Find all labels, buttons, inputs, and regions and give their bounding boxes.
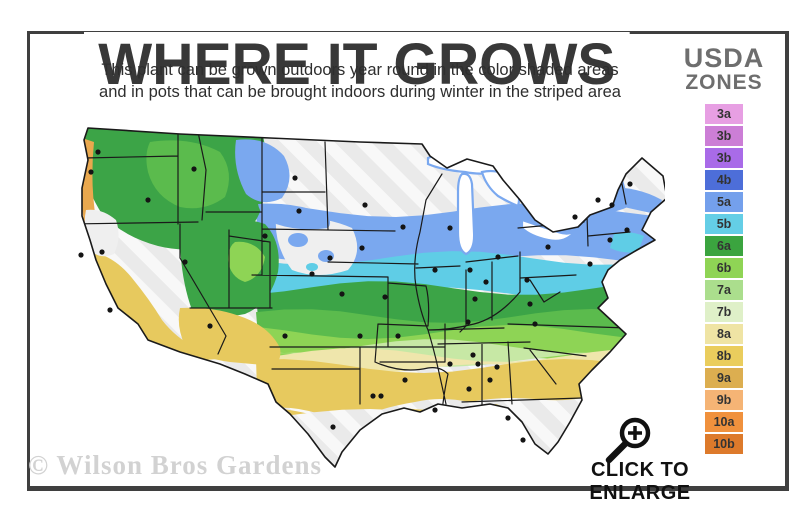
city-dot xyxy=(487,377,493,383)
norcal-white-pocket xyxy=(84,209,119,257)
city-dot xyxy=(483,279,489,285)
city-dot xyxy=(470,352,476,358)
city-dot xyxy=(95,149,101,155)
legend-swatch-9b: 9b xyxy=(705,390,743,410)
lake-michigan xyxy=(456,172,476,256)
city-dot xyxy=(207,323,213,329)
city-dot xyxy=(545,244,551,250)
city-dot xyxy=(191,166,197,172)
legend-swatch-4b: 4b xyxy=(705,170,743,190)
inland-northwest-green xyxy=(146,140,229,209)
page-title: WHERE IT GROWS xyxy=(84,31,630,96)
city-dot xyxy=(262,233,268,239)
usda-zone-map[interactable] xyxy=(30,112,668,478)
city-dot xyxy=(78,252,84,258)
city-dot xyxy=(527,301,533,307)
city-dot xyxy=(99,249,105,255)
maine-coast-blue-fringe xyxy=(620,188,662,214)
city-dot xyxy=(402,377,408,383)
rockies-white-pocket xyxy=(275,217,358,275)
city-dot xyxy=(505,415,511,421)
city-dot xyxy=(466,386,472,392)
legend-swatch-3b: 3b xyxy=(705,126,743,146)
legend-swatch-9a: 9a xyxy=(705,368,743,388)
city-dot xyxy=(520,437,526,443)
city-dot xyxy=(475,361,481,367)
legend-swatch-5a: 5a xyxy=(705,192,743,212)
city-dot xyxy=(532,321,538,327)
click-to-enlarge-label[interactable]: CLICK TO ENLARGE xyxy=(589,459,691,504)
city-dot xyxy=(467,267,473,273)
legend-swatch-7b: 7b xyxy=(705,302,743,322)
subtitle: This plant can be grown outdoors year ro… xyxy=(60,60,660,104)
city-dot xyxy=(292,175,298,181)
city-dot xyxy=(400,224,406,230)
city-dot xyxy=(624,227,630,233)
city-dot xyxy=(359,245,365,251)
city-dot xyxy=(309,271,315,277)
legend-swatch-10a: 10a xyxy=(705,412,743,432)
city-dot xyxy=(107,307,113,313)
montana-south-blue-patch xyxy=(258,203,331,230)
legend-swatch-8b: 8b xyxy=(705,346,743,366)
legend-swatch-3b: 3b xyxy=(705,148,743,168)
southwest-gold xyxy=(178,307,281,366)
utah-light-green xyxy=(228,241,265,282)
city-dot xyxy=(472,296,478,302)
subtitle-line-1: This plant can be grown outdoors year ro… xyxy=(101,61,619,79)
legend-swatch-list: 3a 3b 3b 4b 5a 5b 6a 6b 7a 7b 8a 8b 9a 9b 10a 10b xyxy=(676,104,772,454)
legend-swatch-8a: 8a xyxy=(705,324,743,344)
city-dot xyxy=(182,259,188,265)
city-dot xyxy=(609,202,615,208)
usda-zones-legend: USDA ZONES 3a 3b 3b 4b 5a 5b 6a 6b 7a 7b 8a 8b 9a 9b 1… xyxy=(676,44,772,456)
usda-zone-map-svg[interactable] xyxy=(30,112,668,478)
city-dot xyxy=(587,261,593,267)
legend-swatch-10b: 10b xyxy=(705,434,743,454)
boston-coast-cyan-patch xyxy=(610,232,644,253)
city-dot xyxy=(447,361,453,367)
city-dot xyxy=(395,333,401,339)
city-dot xyxy=(378,393,384,399)
watermark: © Wilson Bros Gardens xyxy=(28,450,322,480)
legend-swatch-6b: 6b xyxy=(705,258,743,278)
city-dot xyxy=(145,197,151,203)
city-dot xyxy=(339,291,345,297)
legend-swatch-5b: 5b xyxy=(705,214,743,234)
city-dots xyxy=(78,149,633,443)
city-dot xyxy=(607,237,613,243)
legend-title-usda: USDA xyxy=(683,43,765,73)
city-dot xyxy=(627,181,633,187)
city-dot xyxy=(465,319,471,325)
legend-swatch-6a: 6a xyxy=(705,236,743,256)
city-dot xyxy=(362,202,368,208)
city-dot xyxy=(595,197,601,203)
gulf-coast-striped-zone xyxy=(272,398,582,467)
magnifier-zoom-icon[interactable] xyxy=(602,414,658,466)
city-dot xyxy=(370,393,376,399)
city-dot xyxy=(330,424,336,430)
legend-swatch-3a: 3a xyxy=(705,104,743,124)
city-dot xyxy=(495,254,501,260)
city-dot xyxy=(447,225,453,231)
legend-swatch-7a: 7a xyxy=(705,280,743,300)
legend-title-zones: ZONES xyxy=(685,71,763,94)
city-dot xyxy=(382,294,388,300)
rockies-blue-patch xyxy=(288,233,308,247)
city-dot xyxy=(432,267,438,273)
city-dot xyxy=(432,407,438,413)
city-dot xyxy=(572,214,578,220)
city-dot xyxy=(282,333,288,339)
city-dot xyxy=(357,333,363,339)
rockies-cyan-patch xyxy=(306,263,318,271)
city-dot xyxy=(327,255,333,261)
subtitle-line-2: and in pots that can be brought indoors … xyxy=(99,82,621,101)
city-dot xyxy=(296,208,302,214)
city-dot xyxy=(88,169,94,175)
city-dot xyxy=(524,277,530,283)
city-dot xyxy=(494,364,500,370)
